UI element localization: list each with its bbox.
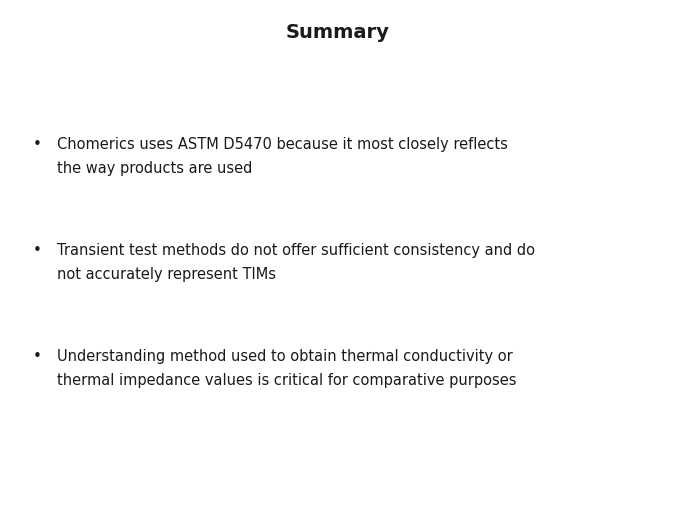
Text: •: •	[32, 136, 42, 152]
Text: not accurately represent TIMs: not accurately represent TIMs	[57, 267, 276, 282]
Text: the way products are used: the way products are used	[57, 161, 252, 176]
Text: •: •	[32, 242, 42, 258]
Text: Summary: Summary	[286, 23, 389, 42]
Text: Understanding method used to obtain thermal conductivity or: Understanding method used to obtain ther…	[57, 348, 513, 364]
Text: •: •	[32, 348, 42, 364]
Text: Chomerics uses ASTM D5470 because it most closely reflects: Chomerics uses ASTM D5470 because it mos…	[57, 136, 508, 152]
Text: Transient test methods do not offer sufficient consistency and do: Transient test methods do not offer suff…	[57, 242, 535, 258]
Text: thermal impedance values is critical for comparative purposes: thermal impedance values is critical for…	[57, 373, 517, 388]
